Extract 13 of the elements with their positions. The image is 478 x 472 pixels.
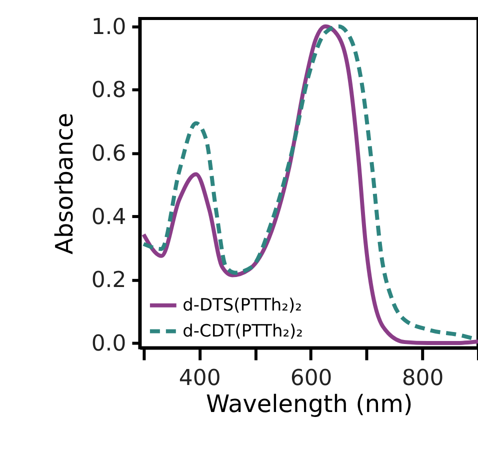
y-tick-label: 1.0 [91, 14, 126, 40]
y-tick-label: 0.6 [91, 142, 126, 167]
x-axis-title: Wavelength (nm) [206, 390, 413, 418]
x-tick-label: 600 [290, 366, 332, 392]
legend-label: d-CDT(PTTh₂)₂ [182, 320, 303, 340]
y-tick-label: 0.8 [91, 78, 126, 104]
x-tick-label: 400 [178, 366, 221, 392]
y-tick-label: 0.4 [91, 204, 126, 230]
x-tick-label: 800 [402, 366, 444, 392]
legend-label: d-DTS(PTTh₂)₂ [182, 294, 302, 314]
y-axis-title: Absorbance [50, 112, 78, 254]
y-tick-label: 0.2 [91, 268, 126, 294]
y-tick-label: 0.0 [91, 332, 126, 356]
